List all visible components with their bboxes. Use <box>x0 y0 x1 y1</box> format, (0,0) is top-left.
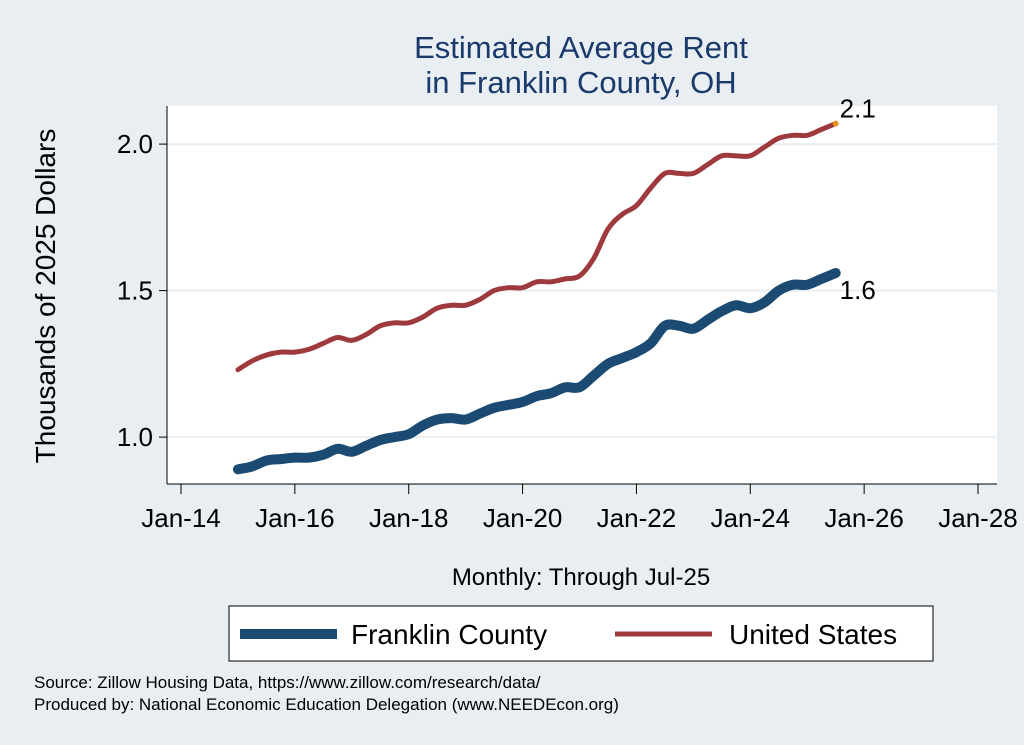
end-label-united-states: 2.1 <box>840 94 876 124</box>
source-note: Source: Zillow Housing Data, https://www… <box>34 673 541 692</box>
y-axis-title: Thousands of 2025 Dollars <box>30 129 61 464</box>
x-tick-label: Jan-18 <box>369 503 449 533</box>
x-tick-label: Jan-26 <box>824 503 904 533</box>
x-tick-label: Jan-20 <box>483 503 563 533</box>
legend: Franklin County United States <box>228 605 934 662</box>
end-labels: 1.6 2.1 <box>832 94 876 305</box>
series-line-franklin-county <box>232 268 841 475</box>
chart-title-line-2: in Franklin County, OH <box>425 65 736 100</box>
x-tick-label: Jan-16 <box>255 503 335 533</box>
y-tick-label: 2.0 <box>117 129 153 159</box>
plot-area <box>167 106 997 484</box>
series-lines <box>232 121 841 475</box>
x-axis-title: Monthly: Through Jul-25 <box>452 564 710 591</box>
end-point-marker <box>832 270 839 277</box>
y-tick-label: 1.5 <box>117 276 153 306</box>
x-tick-label: Jan-24 <box>711 503 791 533</box>
producer-note: Produced by: National Economic Education… <box>34 695 619 714</box>
legend-label-united-states: United States <box>729 619 897 650</box>
y-axis-ticks: 1.0 1.5 2.0 <box>117 129 167 452</box>
legend-box <box>228 605 934 662</box>
x-tick-label: Jan-22 <box>597 503 677 533</box>
end-point-marker <box>832 120 839 127</box>
x-tick-label: Jan-14 <box>141 503 221 533</box>
y-tick-label: 1.0 <box>117 422 153 452</box>
series-line-united-states <box>235 121 839 373</box>
chart-title-line-1: Estimated Average Rent <box>414 30 748 65</box>
gridlines <box>167 143 997 439</box>
x-axis-ticks: Jan-14 Jan-16 Jan-18 Jan-20 Jan-22 Jan-24 Jan-… <box>141 484 1018 533</box>
legend-label-franklin-county: Franklin County <box>351 619 547 650</box>
x-tick-label: Jan-28 <box>938 503 1018 533</box>
end-label-franklin-county: 1.6 <box>840 275 876 305</box>
